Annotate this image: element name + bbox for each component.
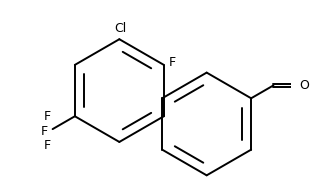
Text: Cl: Cl: [114, 22, 127, 35]
Text: O: O: [299, 79, 309, 92]
Text: F: F: [41, 125, 48, 138]
Text: F: F: [169, 56, 176, 69]
Text: F: F: [43, 139, 51, 152]
Text: F: F: [43, 110, 51, 123]
